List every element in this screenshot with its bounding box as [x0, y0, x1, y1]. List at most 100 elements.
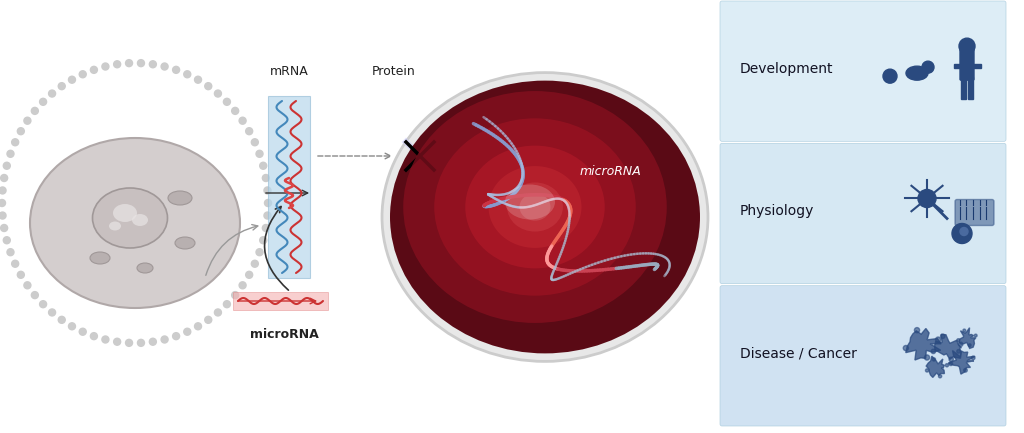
Circle shape	[264, 212, 271, 219]
Circle shape	[969, 344, 971, 346]
Text: Protein: Protein	[372, 65, 416, 78]
Circle shape	[205, 317, 212, 323]
Circle shape	[883, 69, 897, 83]
Circle shape	[126, 60, 132, 67]
Circle shape	[260, 237, 266, 244]
Ellipse shape	[92, 188, 168, 248]
Circle shape	[40, 98, 46, 105]
Circle shape	[223, 98, 230, 105]
Circle shape	[161, 63, 168, 70]
Circle shape	[69, 76, 76, 83]
Text: Physiology: Physiology	[740, 204, 814, 219]
Circle shape	[90, 333, 97, 339]
Circle shape	[0, 187, 6, 194]
Circle shape	[3, 237, 10, 244]
Ellipse shape	[906, 66, 928, 80]
Ellipse shape	[488, 166, 582, 248]
Circle shape	[952, 223, 972, 243]
Polygon shape	[906, 329, 941, 360]
Circle shape	[925, 355, 930, 360]
Circle shape	[931, 349, 936, 354]
Ellipse shape	[113, 204, 137, 222]
Circle shape	[183, 71, 190, 78]
Ellipse shape	[109, 222, 121, 230]
Circle shape	[949, 357, 953, 362]
FancyBboxPatch shape	[720, 143, 1006, 284]
Ellipse shape	[30, 138, 240, 308]
Circle shape	[11, 260, 18, 267]
FancyBboxPatch shape	[955, 200, 994, 226]
Circle shape	[936, 337, 941, 342]
Circle shape	[90, 66, 97, 73]
Circle shape	[956, 349, 961, 353]
Circle shape	[972, 356, 975, 360]
Circle shape	[945, 364, 948, 367]
Circle shape	[214, 90, 221, 97]
Text: Disease / Cancer: Disease / Cancer	[740, 347, 857, 361]
FancyBboxPatch shape	[961, 45, 974, 80]
Circle shape	[260, 162, 266, 169]
Ellipse shape	[382, 73, 708, 362]
Circle shape	[102, 336, 109, 343]
Circle shape	[938, 375, 942, 378]
Circle shape	[246, 128, 253, 135]
Circle shape	[32, 291, 38, 299]
Circle shape	[251, 260, 258, 267]
Circle shape	[1, 224, 7, 232]
Circle shape	[264, 200, 271, 207]
Circle shape	[958, 342, 963, 346]
Circle shape	[7, 249, 14, 256]
Circle shape	[214, 309, 221, 316]
Circle shape	[195, 323, 202, 330]
Circle shape	[58, 317, 66, 323]
Text: microRNA: microRNA	[250, 328, 318, 341]
Circle shape	[932, 358, 936, 361]
Circle shape	[959, 38, 975, 54]
Circle shape	[137, 60, 144, 67]
Circle shape	[262, 174, 269, 181]
Circle shape	[79, 71, 86, 78]
Circle shape	[3, 162, 10, 169]
Circle shape	[102, 63, 109, 70]
Circle shape	[959, 227, 968, 236]
Polygon shape	[935, 334, 962, 359]
FancyBboxPatch shape	[961, 77, 966, 99]
Polygon shape	[926, 356, 944, 378]
Ellipse shape	[132, 214, 148, 226]
Circle shape	[114, 338, 121, 345]
Circle shape	[173, 66, 179, 73]
Circle shape	[58, 83, 66, 90]
Circle shape	[903, 346, 908, 351]
Circle shape	[246, 271, 253, 278]
Ellipse shape	[505, 184, 555, 220]
Text: Development: Development	[740, 62, 834, 76]
FancyBboxPatch shape	[720, 1, 1006, 141]
Circle shape	[941, 334, 945, 339]
FancyBboxPatch shape	[720, 286, 1006, 426]
Ellipse shape	[403, 91, 667, 323]
Circle shape	[251, 139, 258, 146]
Circle shape	[150, 61, 157, 68]
Circle shape	[205, 83, 212, 90]
Circle shape	[114, 61, 121, 68]
Circle shape	[256, 249, 263, 256]
Circle shape	[256, 150, 263, 157]
Circle shape	[7, 150, 14, 157]
Circle shape	[69, 323, 76, 330]
Circle shape	[173, 333, 179, 339]
Ellipse shape	[137, 263, 153, 273]
Circle shape	[974, 334, 977, 337]
Polygon shape	[959, 328, 976, 349]
Circle shape	[231, 291, 239, 299]
FancyBboxPatch shape	[233, 292, 328, 310]
Ellipse shape	[519, 194, 551, 221]
Text: mRNA: mRNA	[269, 65, 308, 78]
Circle shape	[48, 90, 55, 97]
Circle shape	[223, 301, 230, 308]
Circle shape	[17, 128, 25, 135]
Circle shape	[11, 139, 18, 146]
Circle shape	[239, 282, 246, 289]
Circle shape	[1, 174, 7, 181]
Circle shape	[231, 107, 239, 114]
Text: microRNA: microRNA	[580, 165, 642, 178]
